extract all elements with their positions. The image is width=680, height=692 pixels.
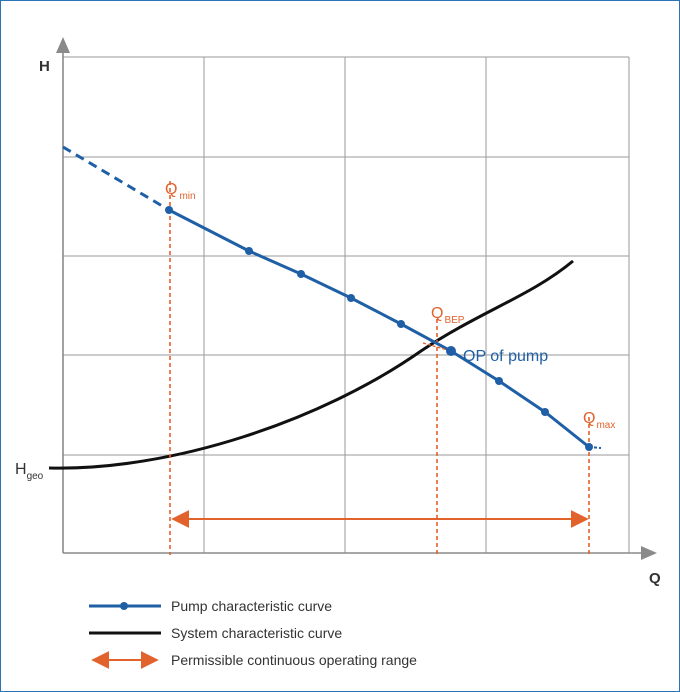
- x-axis-label: Q: [649, 570, 661, 587]
- curve-point: [541, 408, 549, 416]
- op-label: OP of pump: [463, 348, 548, 365]
- legend-range-label: Permissible continuous operating range: [171, 652, 417, 668]
- curve-point: [585, 443, 593, 451]
- legend: Pump characteristic curve System charact…: [89, 598, 417, 669]
- curve-point: [165, 206, 173, 214]
- legend-pump-label: Pump characteristic curve: [171, 598, 332, 614]
- curve-point: [495, 377, 503, 385]
- grid: [63, 56, 630, 553]
- legend-item-pump: Pump characteristic curve: [89, 598, 332, 614]
- legend-pump-dot: [120, 602, 128, 610]
- pump-curve-points: [165, 206, 593, 451]
- range-markers: [169, 181, 590, 555]
- h-geo-label: Hgeo: [15, 461, 44, 482]
- y-axis-label: H: [39, 58, 50, 75]
- q-max-label: Qmax: [583, 410, 615, 431]
- curve-point: [245, 247, 253, 255]
- curve-point: [397, 320, 405, 328]
- legend-item-range: Permissible continuous operating range: [91, 651, 417, 669]
- system-curve: [48, 259, 574, 470]
- curve-point: [347, 294, 355, 302]
- pump-curve: [168, 208, 590, 449]
- arrow-right-icon: [641, 546, 657, 560]
- legend-item-system: System characteristic curve: [89, 625, 342, 641]
- axes: H Q: [39, 37, 661, 587]
- curve-point: [297, 270, 305, 278]
- q-bep-label: QBEP: [431, 305, 465, 326]
- arrow-up-icon: [56, 37, 70, 53]
- operating-point: [446, 346, 456, 356]
- pump-curve-extrapolation: [62, 145, 170, 212]
- legend-system-label: System characteristic curve: [171, 625, 342, 641]
